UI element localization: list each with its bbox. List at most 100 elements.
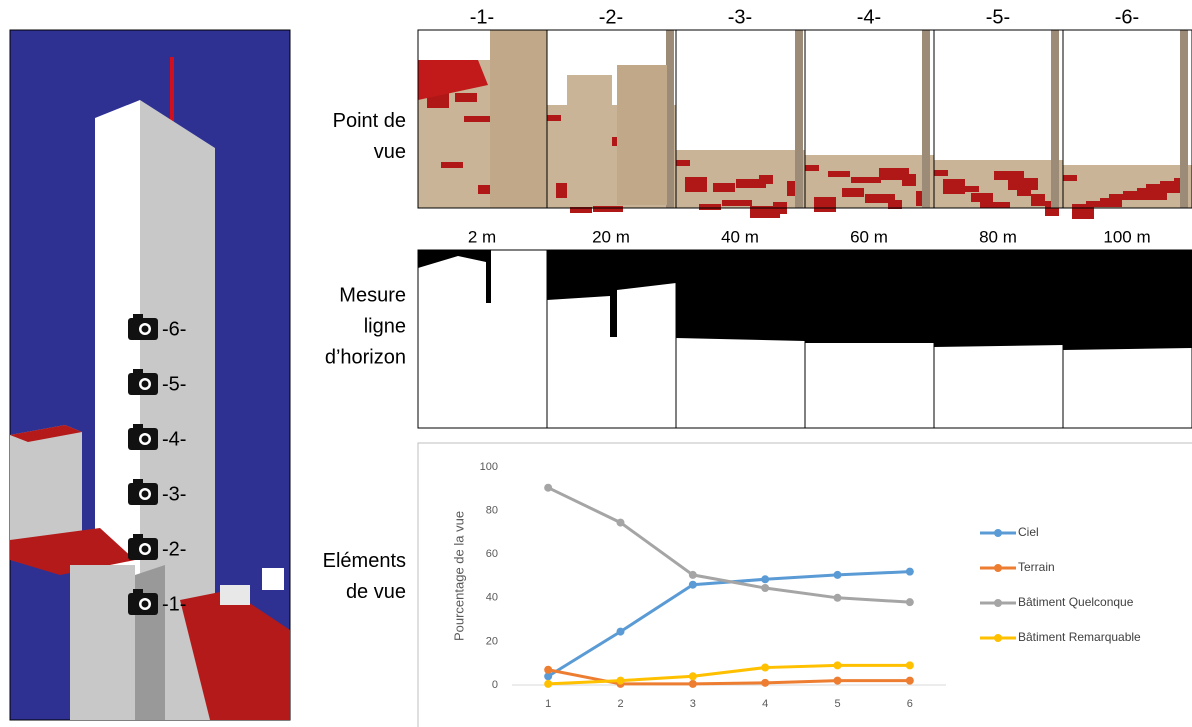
data-point (833, 676, 842, 685)
view-building (617, 65, 667, 205)
data-point (688, 580, 697, 589)
view-roof (570, 207, 592, 213)
distance-label: 20 m (592, 227, 630, 246)
data-point (544, 665, 553, 674)
view-roof (736, 179, 766, 188)
view-roof (418, 60, 488, 100)
mask-horizon (418, 250, 491, 303)
view-number: -2- (599, 6, 623, 28)
mask-horizon (1063, 250, 1192, 350)
mask-bg (418, 250, 547, 428)
data-point (905, 676, 914, 685)
y-tick-label: 40 (486, 592, 498, 604)
view-building (567, 75, 612, 205)
view-roof (828, 171, 850, 177)
view-roof (685, 177, 707, 192)
view-roof (1109, 194, 1139, 200)
data-point (616, 627, 625, 636)
row-label: de vue (346, 581, 406, 603)
view-roof (851, 177, 881, 183)
data-point (905, 567, 914, 576)
view-tower (922, 30, 930, 208)
y-tick-label: 80 (486, 505, 498, 517)
camera-icon (133, 479, 143, 485)
line-chart: 0 20 40 60 80 100 1 2 3 4 5 6 Ciel Terrain Bâtiment Qu… (480, 461, 1141, 710)
view-roof (980, 202, 1010, 208)
data-point (616, 518, 625, 527)
legend-label: Bâtiment Remarquable (1018, 630, 1141, 644)
view-roof (713, 183, 735, 192)
view-roof (943, 179, 965, 194)
view-roof (957, 186, 979, 192)
camera-label: -3- (162, 483, 186, 505)
mask-border (1062, 249, 1192, 429)
legend-label: Terrain (1018, 560, 1055, 574)
y-tick-label: 60 (486, 548, 498, 560)
legend-swatch (994, 529, 1002, 537)
y-tick-label: 100 (480, 461, 498, 473)
view-roof (759, 175, 773, 184)
view-tower (490, 30, 547, 208)
camera-icon (141, 545, 149, 553)
view-roof (1100, 198, 1122, 207)
distance-label: 100 m (1103, 227, 1150, 246)
horizon-masks (417, 249, 1192, 429)
row-label: ligne (364, 315, 406, 337)
data-point (761, 575, 770, 584)
mask-horizon (805, 250, 934, 343)
tower-render (9, 29, 291, 721)
view-images (417, 29, 1192, 219)
data-point (905, 598, 914, 607)
distance-label: 2 m (468, 227, 496, 246)
view-roof (1146, 184, 1160, 193)
view-tower (795, 30, 803, 208)
camera-icon (133, 314, 143, 320)
series-line (547, 486, 910, 604)
view-roof (464, 116, 494, 122)
view-roof (902, 174, 916, 186)
data-point (688, 679, 697, 688)
view-roof (699, 204, 721, 210)
camera-icon (133, 589, 143, 595)
data-point (544, 679, 553, 688)
view-roof (593, 206, 623, 212)
view-number: -4- (857, 6, 881, 28)
data-point (833, 570, 842, 579)
data-point (616, 676, 625, 685)
camera-label: -6- (162, 318, 186, 340)
data-point (833, 593, 842, 602)
data-point (833, 661, 842, 670)
distance-label: 40 m (721, 227, 759, 246)
mask-horizon (934, 250, 1063, 347)
y-tick-label: 20 (486, 635, 498, 647)
legend-swatch (994, 599, 1002, 607)
labels: -1- 2 m -2- 20 m -3- 40 m -4- 60 m -5- 80 m -6- 100… (323, 6, 1151, 603)
camera-icon (133, 424, 143, 430)
view-roof (1160, 181, 1174, 193)
view-roof (676, 160, 690, 166)
y-tick-label: 0 (492, 679, 498, 691)
view-roof (971, 193, 993, 202)
data-point (688, 570, 697, 579)
camera-icon (133, 369, 143, 375)
view-number: -5- (986, 6, 1010, 28)
view-border (1062, 29, 1192, 209)
view-number: -6- (1115, 6, 1139, 28)
x-tick-label: 5 (834, 698, 840, 710)
row-label: vue (374, 141, 406, 163)
camera-label: -2- (162, 538, 186, 560)
camera-markers: -6- -5- -4- -3- -2- -1- (128, 314, 186, 615)
camera-icon (133, 534, 143, 540)
x-tick-label: 6 (907, 698, 913, 710)
data-point (761, 678, 770, 687)
camera-label: -1- (162, 593, 186, 615)
view-roof (842, 188, 864, 197)
view-roof (1031, 194, 1045, 206)
data-point (688, 672, 697, 681)
view-number: -1- (470, 6, 494, 28)
data-point (905, 661, 914, 670)
x-tick-label: 2 (617, 698, 623, 710)
view-roof (1063, 175, 1077, 181)
legend-swatch (994, 634, 1002, 642)
